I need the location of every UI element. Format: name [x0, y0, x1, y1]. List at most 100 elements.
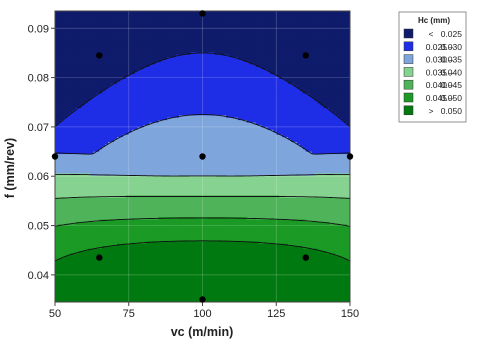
contour-cell: [116, 95, 121, 99]
contour-cell: [84, 69, 89, 73]
contour-cell: [214, 105, 218, 109]
contour-cell: [128, 108, 133, 112]
contour-cell: [173, 37, 177, 41]
contour-cell: [317, 13, 322, 17]
contour-cell: [87, 112, 91, 116]
contour-cell: [119, 86, 124, 90]
contour-cell: [288, 112, 292, 116]
contour-cell: [137, 117, 142, 121]
contour-cell: [329, 103, 333, 107]
contour-cell: [57, 71, 62, 75]
contour-cell: [276, 88, 280, 92]
contour-cell: [232, 35, 236, 39]
contour-cell: [264, 30, 268, 34]
contour-cell: [119, 61, 124, 65]
contour-cell: [193, 93, 198, 97]
contour-cell: [193, 64, 198, 68]
contour-cell: [273, 37, 277, 41]
contour-cell: [69, 52, 74, 56]
contour-cell: [199, 27, 204, 31]
contour-cell: [308, 108, 313, 112]
contour-cell: [60, 30, 65, 34]
contour-cell: [105, 115, 109, 119]
contour-cell: [190, 44, 195, 48]
contour-cell: [314, 59, 319, 63]
contour-cell: [293, 98, 298, 102]
contour-cell: [317, 61, 322, 65]
contour-cell: [243, 40, 248, 44]
contour-cell: [119, 83, 124, 87]
contour-cell: [199, 32, 204, 36]
contour-cell: [178, 35, 183, 39]
contour-cell: [341, 71, 345, 75]
contour-cell: [134, 112, 139, 116]
contour-cell: [246, 78, 251, 82]
contour-cell: [249, 124, 254, 128]
contour-cell: [317, 93, 322, 97]
contour-cell: [299, 120, 304, 124]
contour-cell: [341, 61, 345, 65]
contour-cell: [175, 98, 180, 102]
contour-cell: [344, 11, 348, 15]
contour-cell: [90, 122, 94, 126]
contour-cell: [81, 42, 86, 46]
contour-cell: [291, 93, 295, 97]
contour-cell: [323, 57, 327, 61]
contour-cell: [323, 88, 327, 92]
contour-cell: [282, 120, 286, 124]
contour-cell: [96, 100, 100, 104]
contour-cell: [335, 47, 339, 51]
contour-cell: [237, 74, 242, 78]
contour-cell: [114, 110, 118, 114]
contour-cell: [214, 112, 218, 116]
contour-cell: [173, 20, 177, 24]
contour-cell: [237, 25, 242, 29]
contour-cell: [78, 98, 83, 102]
contour-cell: [208, 105, 212, 109]
contour-cell: [208, 49, 212, 53]
contour-cell: [152, 30, 156, 34]
contour-cell: [167, 54, 171, 58]
contour-cell: [152, 105, 156, 109]
contour-cell: [119, 66, 124, 70]
contour-cell: [299, 117, 304, 121]
contour-cell: [344, 120, 348, 124]
contour-cell: [285, 61, 289, 65]
contour-cell: [205, 78, 209, 82]
contour-cell: [63, 35, 68, 39]
contour-cell: [317, 66, 322, 70]
contour-cell: [66, 103, 71, 107]
contour-cell: [119, 15, 124, 19]
contour-cell: [234, 18, 239, 22]
contour-cell: [296, 37, 301, 41]
contour-cell: [196, 91, 201, 95]
contour-cell: [193, 95, 198, 99]
contour-cell: [143, 59, 148, 63]
contour-cell: [326, 100, 330, 104]
contour-cell: [211, 78, 215, 82]
contour-cell: [293, 35, 298, 39]
contour-cell: [293, 91, 298, 95]
contour-cell: [264, 98, 268, 102]
contour-cell: [220, 61, 224, 65]
contour-cell: [140, 15, 145, 19]
contour-cell: [264, 61, 268, 65]
contour-cell: [146, 83, 150, 87]
contour-cell: [63, 117, 68, 121]
contour-cell: [199, 74, 204, 78]
contour-cell: [149, 117, 153, 121]
contour-cell: [155, 66, 159, 70]
contour-cell: [196, 13, 201, 17]
contour-cell: [178, 54, 183, 58]
contour-cell: [137, 112, 142, 116]
contour-cell: [105, 129, 109, 133]
contour-cell: [199, 91, 204, 95]
contour-cell: [223, 129, 227, 133]
contour-cell: [152, 78, 156, 82]
contour-cell: [149, 42, 153, 46]
contour-cell: [314, 20, 319, 24]
contour-cell: [63, 25, 68, 29]
contour-cell: [55, 124, 59, 128]
contour-cell: [232, 88, 236, 92]
contour-cell: [270, 32, 274, 36]
